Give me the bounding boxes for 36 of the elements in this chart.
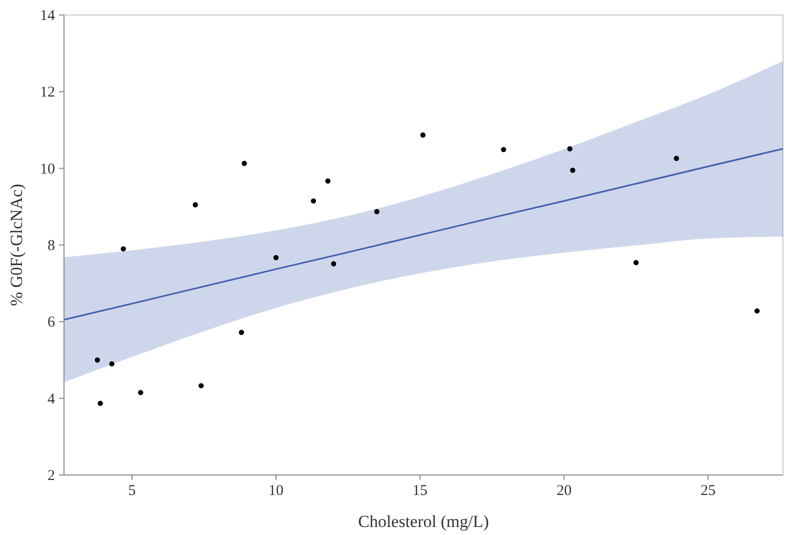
point xyxy=(310,198,316,204)
x-tick-label: 15 xyxy=(412,483,428,499)
x-tick-label: 5 xyxy=(128,483,136,499)
x-tick-label: 25 xyxy=(700,483,716,499)
x-axis-title: Cholesterol (mg/L) xyxy=(358,512,489,531)
point xyxy=(567,146,572,152)
point xyxy=(138,390,144,396)
y-tick-label: 6 xyxy=(48,314,56,331)
point xyxy=(420,132,426,138)
point xyxy=(500,146,506,152)
point xyxy=(374,209,380,214)
point xyxy=(94,357,100,363)
point xyxy=(674,156,680,161)
point xyxy=(120,246,126,252)
y-axis-title: % G0F(-GlcNAc) xyxy=(7,184,26,306)
y-tick-label: 10 xyxy=(40,161,55,178)
line-series xyxy=(64,148,783,321)
y-tick-label: 14 xyxy=(40,8,56,24)
y-tick-label: 4 xyxy=(48,391,56,408)
point xyxy=(192,202,198,208)
point xyxy=(273,255,279,260)
point xyxy=(754,308,760,314)
point xyxy=(331,261,336,266)
x-tick-label: 20 xyxy=(556,483,572,499)
y-tick-label: 12 xyxy=(40,84,55,101)
point xyxy=(570,168,576,173)
point xyxy=(633,260,639,266)
point xyxy=(242,160,247,166)
point xyxy=(98,400,103,406)
point xyxy=(198,383,204,388)
x-tick-label: 10 xyxy=(268,483,284,499)
y-tick-label: 2 xyxy=(48,468,55,484)
point xyxy=(238,330,244,335)
y-tick-label: 8 xyxy=(48,238,55,254)
point xyxy=(109,361,114,366)
point xyxy=(325,178,330,184)
